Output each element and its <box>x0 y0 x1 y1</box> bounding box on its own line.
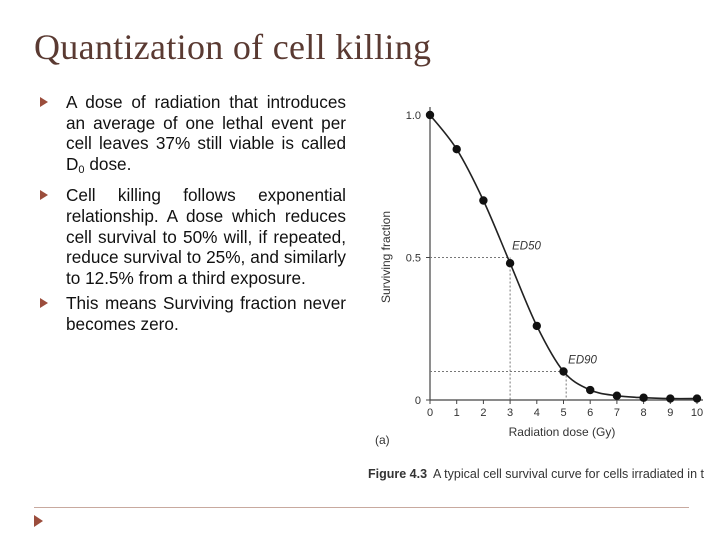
x-tick-label: 10 <box>691 407 703 419</box>
footer-arrow-icon <box>34 515 43 527</box>
data-point <box>425 110 435 120</box>
bullet-item: This means Surviving fraction never beco… <box>34 293 346 334</box>
x-tick-label: 2 <box>480 407 486 419</box>
data-point <box>532 321 541 331</box>
bullet-arrow-icon <box>40 298 48 309</box>
data-point <box>479 196 488 205</box>
x-tick-label: 5 <box>560 407 566 419</box>
slide-title: Quantization of cell killing <box>34 27 432 67</box>
x-tick-label: 4 <box>534 407 540 419</box>
y-axis-label: Surviving fraction <box>379 211 393 303</box>
bullet-item: A dose of radiation that introduces an a… <box>34 92 346 180</box>
bullet-list: A dose of radiation that introduces an a… <box>34 92 346 340</box>
x-tick-label: 7 <box>614 407 620 419</box>
survival-curve-figure: Surviving fraction Radiation dose (Gy) (… <box>368 95 723 500</box>
data-point <box>559 367 568 376</box>
data-point <box>692 394 702 403</box>
annotation-label: ED90 <box>568 355 597 367</box>
x-axis-label: Radiation dose (Gy) <box>509 425 616 439</box>
x-tick-label: 3 <box>507 407 513 419</box>
x-tick-label: 6 <box>587 407 593 419</box>
bullet-item: Cell killing follows exponential relatio… <box>34 185 346 288</box>
figure-caption: Figure 4.3 A typical cell survival curve … <box>368 467 705 481</box>
x-tick-label: 8 <box>641 407 647 419</box>
bullet-text-suffix: dose. <box>84 153 132 174</box>
annotation-label: ED50 <box>512 241 541 253</box>
y-tick-label: 0.5 <box>406 253 421 265</box>
data-point <box>639 393 648 402</box>
figure-caption-prefix: Figure 4.3 <box>368 467 427 481</box>
footer-divider <box>34 507 689 508</box>
bullet-arrow-icon <box>40 190 48 201</box>
panel-label: (a) <box>375 433 390 447</box>
bullet-text: A dose of radiation that introduces an a… <box>66 92 346 174</box>
y-tick-label: 0 <box>415 395 421 407</box>
data-point <box>612 391 622 400</box>
data-point <box>586 385 595 395</box>
y-tick-label: 1.0 <box>406 110 421 122</box>
data-point <box>505 259 515 268</box>
x-tick-label: 1 <box>454 407 460 419</box>
x-tick-label: 0 <box>427 407 433 419</box>
bullet-subscript: 0 <box>78 163 85 176</box>
figure-caption-text: A typical cell survival curve for cells … <box>433 467 704 481</box>
bullet-arrow-icon <box>40 97 48 107</box>
bullet-text: Cell killing follows exponential relatio… <box>66 185 346 288</box>
data-point <box>452 145 461 154</box>
data-point <box>666 394 675 403</box>
bullet-text: This means Surviving fraction never beco… <box>66 293 346 334</box>
survival-curve-chart: Surviving fraction Radiation dose (Gy) (… <box>368 107 705 481</box>
x-tick-label: 9 <box>667 407 673 419</box>
survival-curve-line <box>429 114 698 400</box>
